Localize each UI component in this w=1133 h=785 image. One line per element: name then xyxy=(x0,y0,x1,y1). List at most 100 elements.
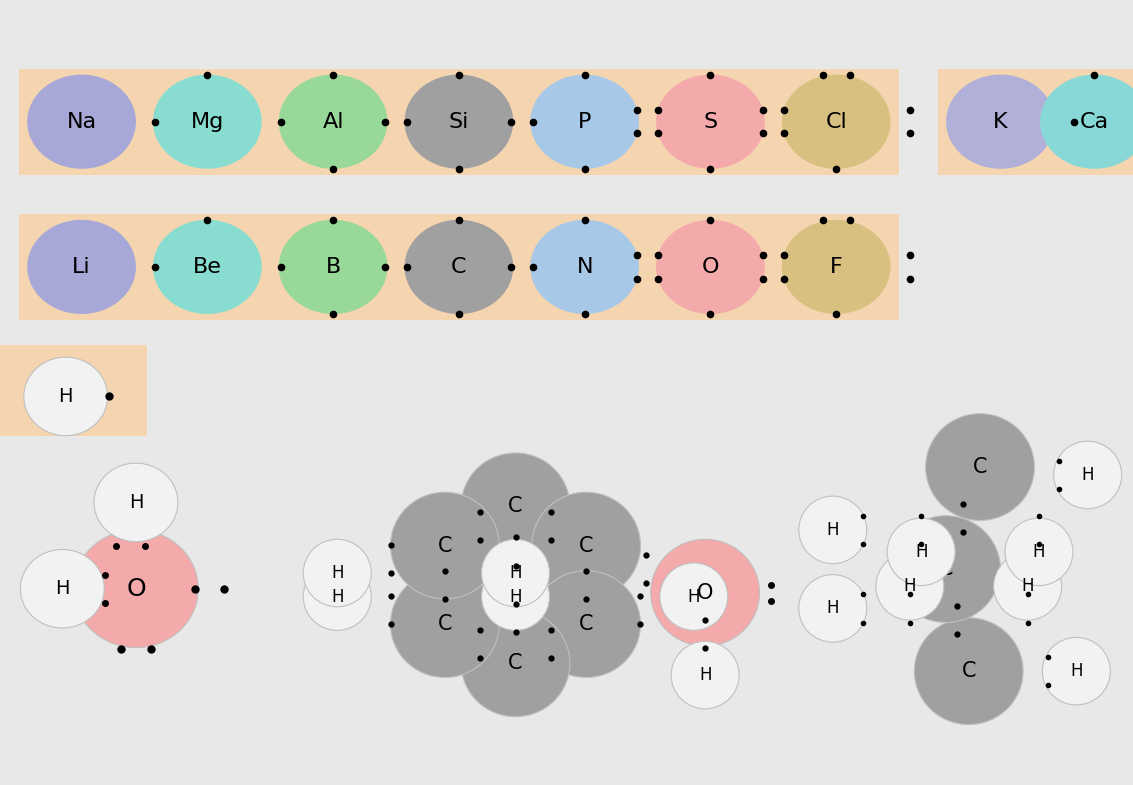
Ellipse shape xyxy=(887,518,955,586)
Ellipse shape xyxy=(659,563,727,630)
Text: C: C xyxy=(509,653,522,674)
Text: Si: Si xyxy=(449,111,469,132)
Text: H: H xyxy=(699,666,712,684)
FancyBboxPatch shape xyxy=(938,69,1064,175)
Ellipse shape xyxy=(799,496,867,564)
Text: H: H xyxy=(129,493,143,512)
Ellipse shape xyxy=(531,492,640,599)
Text: Cl: Cl xyxy=(825,111,847,132)
Text: Al: Al xyxy=(323,111,343,132)
Ellipse shape xyxy=(1040,75,1133,169)
Ellipse shape xyxy=(153,75,262,169)
Text: H: H xyxy=(56,579,69,598)
Ellipse shape xyxy=(153,220,262,314)
Ellipse shape xyxy=(650,539,759,646)
Text: Li: Li xyxy=(73,257,91,277)
FancyBboxPatch shape xyxy=(397,214,521,320)
Ellipse shape xyxy=(391,571,500,677)
Ellipse shape xyxy=(994,553,1062,620)
Ellipse shape xyxy=(482,539,550,607)
Text: H: H xyxy=(331,564,343,582)
Ellipse shape xyxy=(27,220,136,314)
Ellipse shape xyxy=(20,550,104,628)
Text: C: C xyxy=(579,535,594,556)
Ellipse shape xyxy=(1054,441,1122,509)
Ellipse shape xyxy=(876,553,944,620)
FancyBboxPatch shape xyxy=(271,214,397,320)
FancyBboxPatch shape xyxy=(18,69,145,175)
Ellipse shape xyxy=(946,75,1055,169)
FancyBboxPatch shape xyxy=(521,69,648,175)
Text: C: C xyxy=(962,661,976,681)
Ellipse shape xyxy=(656,220,765,314)
Text: H: H xyxy=(1081,466,1094,484)
Ellipse shape xyxy=(27,75,136,169)
Ellipse shape xyxy=(461,453,570,560)
Ellipse shape xyxy=(531,571,640,677)
Text: C: C xyxy=(579,614,594,634)
FancyBboxPatch shape xyxy=(1031,69,1133,175)
Text: Be: Be xyxy=(193,257,222,277)
FancyBboxPatch shape xyxy=(271,69,397,175)
Ellipse shape xyxy=(404,75,513,169)
FancyBboxPatch shape xyxy=(18,214,145,320)
Text: Mg: Mg xyxy=(190,111,224,132)
Ellipse shape xyxy=(782,75,891,169)
Ellipse shape xyxy=(304,539,372,607)
Ellipse shape xyxy=(391,492,500,599)
Text: H: H xyxy=(1032,543,1046,560)
Ellipse shape xyxy=(279,75,387,169)
FancyBboxPatch shape xyxy=(145,214,271,320)
Text: C: C xyxy=(509,496,522,517)
Text: C: C xyxy=(973,457,987,477)
Text: F: F xyxy=(829,257,843,277)
FancyBboxPatch shape xyxy=(774,214,900,320)
Text: H: H xyxy=(1070,663,1083,680)
Ellipse shape xyxy=(94,463,178,542)
Text: Ca: Ca xyxy=(1080,111,1109,132)
Text: C: C xyxy=(437,614,452,634)
Text: H: H xyxy=(509,588,522,605)
Ellipse shape xyxy=(304,563,372,630)
Ellipse shape xyxy=(914,618,1023,725)
Text: H: H xyxy=(1021,578,1034,595)
Ellipse shape xyxy=(530,75,639,169)
Ellipse shape xyxy=(279,220,387,314)
Text: P: P xyxy=(578,111,591,132)
FancyBboxPatch shape xyxy=(0,345,147,436)
FancyBboxPatch shape xyxy=(648,214,774,320)
Text: O: O xyxy=(697,582,714,603)
Ellipse shape xyxy=(461,610,570,717)
Ellipse shape xyxy=(482,563,550,630)
Text: S: S xyxy=(704,111,717,132)
Text: H: H xyxy=(826,600,840,617)
Text: C: C xyxy=(451,257,467,277)
Text: O: O xyxy=(701,257,719,277)
Text: Na: Na xyxy=(67,111,96,132)
FancyBboxPatch shape xyxy=(145,69,271,175)
Text: O: O xyxy=(126,577,146,601)
FancyBboxPatch shape xyxy=(774,69,900,175)
Ellipse shape xyxy=(74,530,198,648)
Ellipse shape xyxy=(24,357,108,436)
Ellipse shape xyxy=(799,575,867,642)
Text: H: H xyxy=(331,588,343,605)
Text: C: C xyxy=(939,559,953,579)
Text: H: H xyxy=(903,578,917,595)
Ellipse shape xyxy=(892,516,1000,623)
Ellipse shape xyxy=(1042,637,1110,705)
Ellipse shape xyxy=(404,220,513,314)
Text: H: H xyxy=(826,521,840,539)
Text: H: H xyxy=(509,564,522,582)
Text: K: K xyxy=(994,111,1007,132)
Text: H: H xyxy=(914,543,928,560)
Text: N: N xyxy=(577,257,593,277)
Ellipse shape xyxy=(530,220,639,314)
Text: B: B xyxy=(325,257,341,277)
Text: C: C xyxy=(437,535,452,556)
Ellipse shape xyxy=(671,641,739,709)
FancyBboxPatch shape xyxy=(648,69,774,175)
Ellipse shape xyxy=(782,220,891,314)
Text: H: H xyxy=(59,387,73,406)
FancyBboxPatch shape xyxy=(397,69,521,175)
